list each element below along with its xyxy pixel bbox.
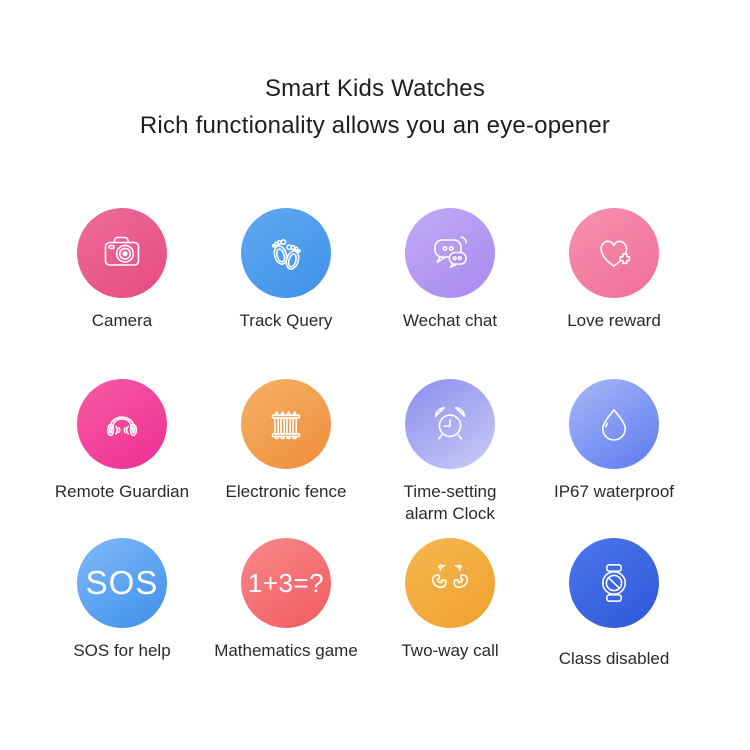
feature-label: Love reward (567, 311, 661, 330)
fence-icon (271, 411, 301, 440)
header: Smart Kids Watches Rich functionality al… (0, 0, 750, 144)
headphones-icon (106, 416, 138, 437)
feature-remote-guardian: Remote Guardian (40, 379, 204, 538)
feature-label: Track Query (239, 311, 333, 330)
feature-alarm-clock: Time-setting alarm Clock (368, 379, 532, 538)
feature-math-game: 1+3=? Mathematics game (204, 538, 368, 670)
two-phones-icon (431, 564, 469, 589)
feature-label: Remote Guardian (54, 482, 190, 501)
feature-waterproof: IP67 waterproof (532, 379, 696, 538)
feature-circle-remote-guardian (77, 379, 167, 469)
chat-bubbles-icon (434, 236, 467, 269)
camera-icon (104, 236, 140, 266)
feature-sos: SOS SOS for help (40, 538, 204, 670)
feature-circle-track-query (241, 208, 331, 298)
feature-circle-waterproof (569, 379, 659, 469)
sos-text: SOS (85, 564, 159, 601)
feature-label: IP67 waterproof (553, 482, 674, 501)
feature-circle-wechat-chat (405, 208, 495, 298)
feature-label: Electronic fence (225, 482, 347, 501)
feature-camera: Camera (40, 208, 204, 379)
feature-label: Time-setting alarm Clock (403, 482, 497, 523)
feature-two-way-call: Two-way call (368, 538, 532, 670)
feature-love-reward: Love reward (532, 208, 696, 379)
page-subtitle: Rich functionality allows you an eye-ope… (139, 112, 611, 139)
feature-track-query: Track Query (204, 208, 368, 379)
feature-label: SOS for help (73, 641, 171, 660)
feature-label: Class disabled (558, 649, 670, 668)
heart-plus-icon (600, 240, 631, 267)
watch-disabled-icon (602, 564, 626, 602)
feature-circle-love-reward (569, 208, 659, 298)
feature-label: Two-way call (401, 641, 499, 660)
feature-circle-electronic-fence (241, 379, 331, 469)
math-text: 1+3=? (247, 567, 325, 598)
page-title: Smart Kids Watches (264, 75, 486, 102)
feature-wechat-chat: Wechat chat (368, 208, 532, 379)
feature-label: Camera (91, 311, 153, 330)
feature-class-disabled: Class disabled (532, 538, 696, 670)
feature-circle-sos: SOS (77, 538, 167, 628)
feature-circle-alarm-clock (405, 379, 495, 469)
feature-electronic-fence: Electronic fence (204, 379, 368, 538)
feature-circle-camera (77, 208, 167, 298)
feature-circle-math-game: 1+3=? (241, 538, 331, 628)
feature-label: Mathematics game (214, 641, 358, 660)
feature-circle-two-way-call (405, 538, 495, 628)
footprints-icon (271, 239, 301, 270)
alarm-clock-icon (434, 407, 466, 440)
feature-circle-class-disabled (569, 538, 659, 628)
feature-label: Wechat chat (402, 311, 498, 330)
water-drop-icon (602, 409, 626, 441)
feature-grid: Camera (40, 208, 696, 670)
